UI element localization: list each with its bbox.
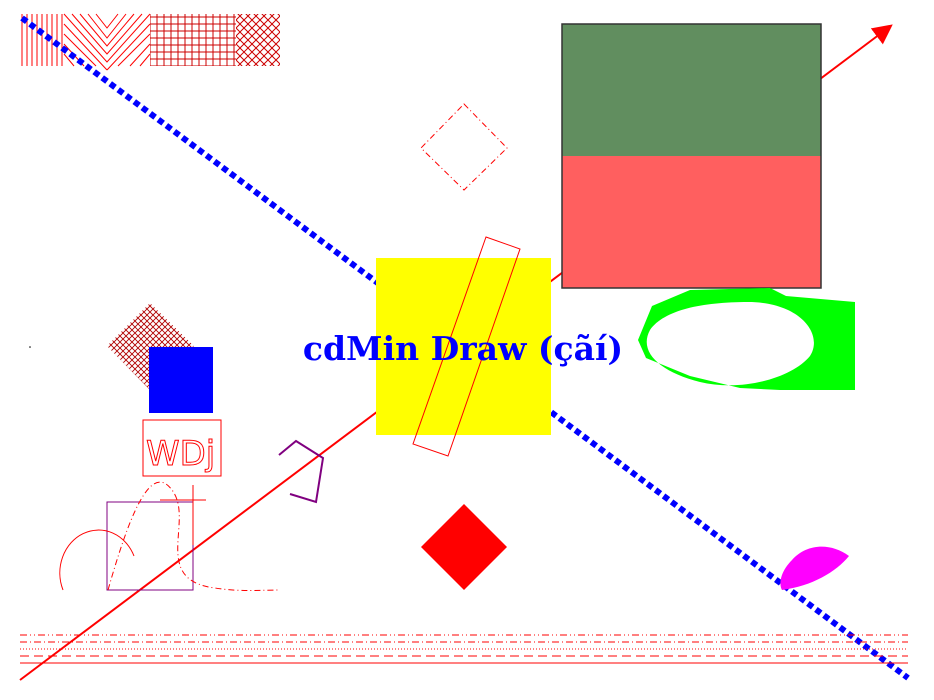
yellow-square	[376, 258, 551, 435]
hatch-diagonal-cross	[236, 14, 280, 66]
magenta-chord	[780, 546, 849, 590]
hatch-grid	[150, 14, 236, 66]
hatch-chevron	[63, 13, 151, 71]
blue-square	[149, 347, 213, 413]
hatch-swatches	[20, 13, 280, 71]
single-pixel-dot	[29, 346, 31, 348]
dashed-diamond-outline	[420, 103, 508, 191]
purple-rect-group	[106, 485, 206, 591]
two-tone-box	[561, 23, 822, 289]
red-arc	[59, 529, 135, 591]
two-tone-box-bottom	[562, 156, 821, 288]
title-text: cdMin Draw (çãí)	[303, 329, 623, 368]
green-shape	[638, 288, 855, 390]
two-tone-box-border	[561, 23, 822, 289]
red-diamond	[421, 504, 507, 590]
wdj-text: WDj	[146, 434, 215, 474]
dashed-curve	[107, 481, 281, 591]
line-style-samples	[20, 634, 908, 664]
hatched-diamond	[107, 303, 194, 390]
wdj-label-group: WDj	[142, 419, 222, 477]
hatch-vertical	[20, 14, 64, 66]
purple-polyline	[278, 439, 325, 504]
two-tone-box-top	[562, 24, 821, 156]
rotated-rect-outline	[412, 236, 521, 457]
wdj-box	[142, 419, 222, 477]
purple-rect	[106, 501, 194, 591]
